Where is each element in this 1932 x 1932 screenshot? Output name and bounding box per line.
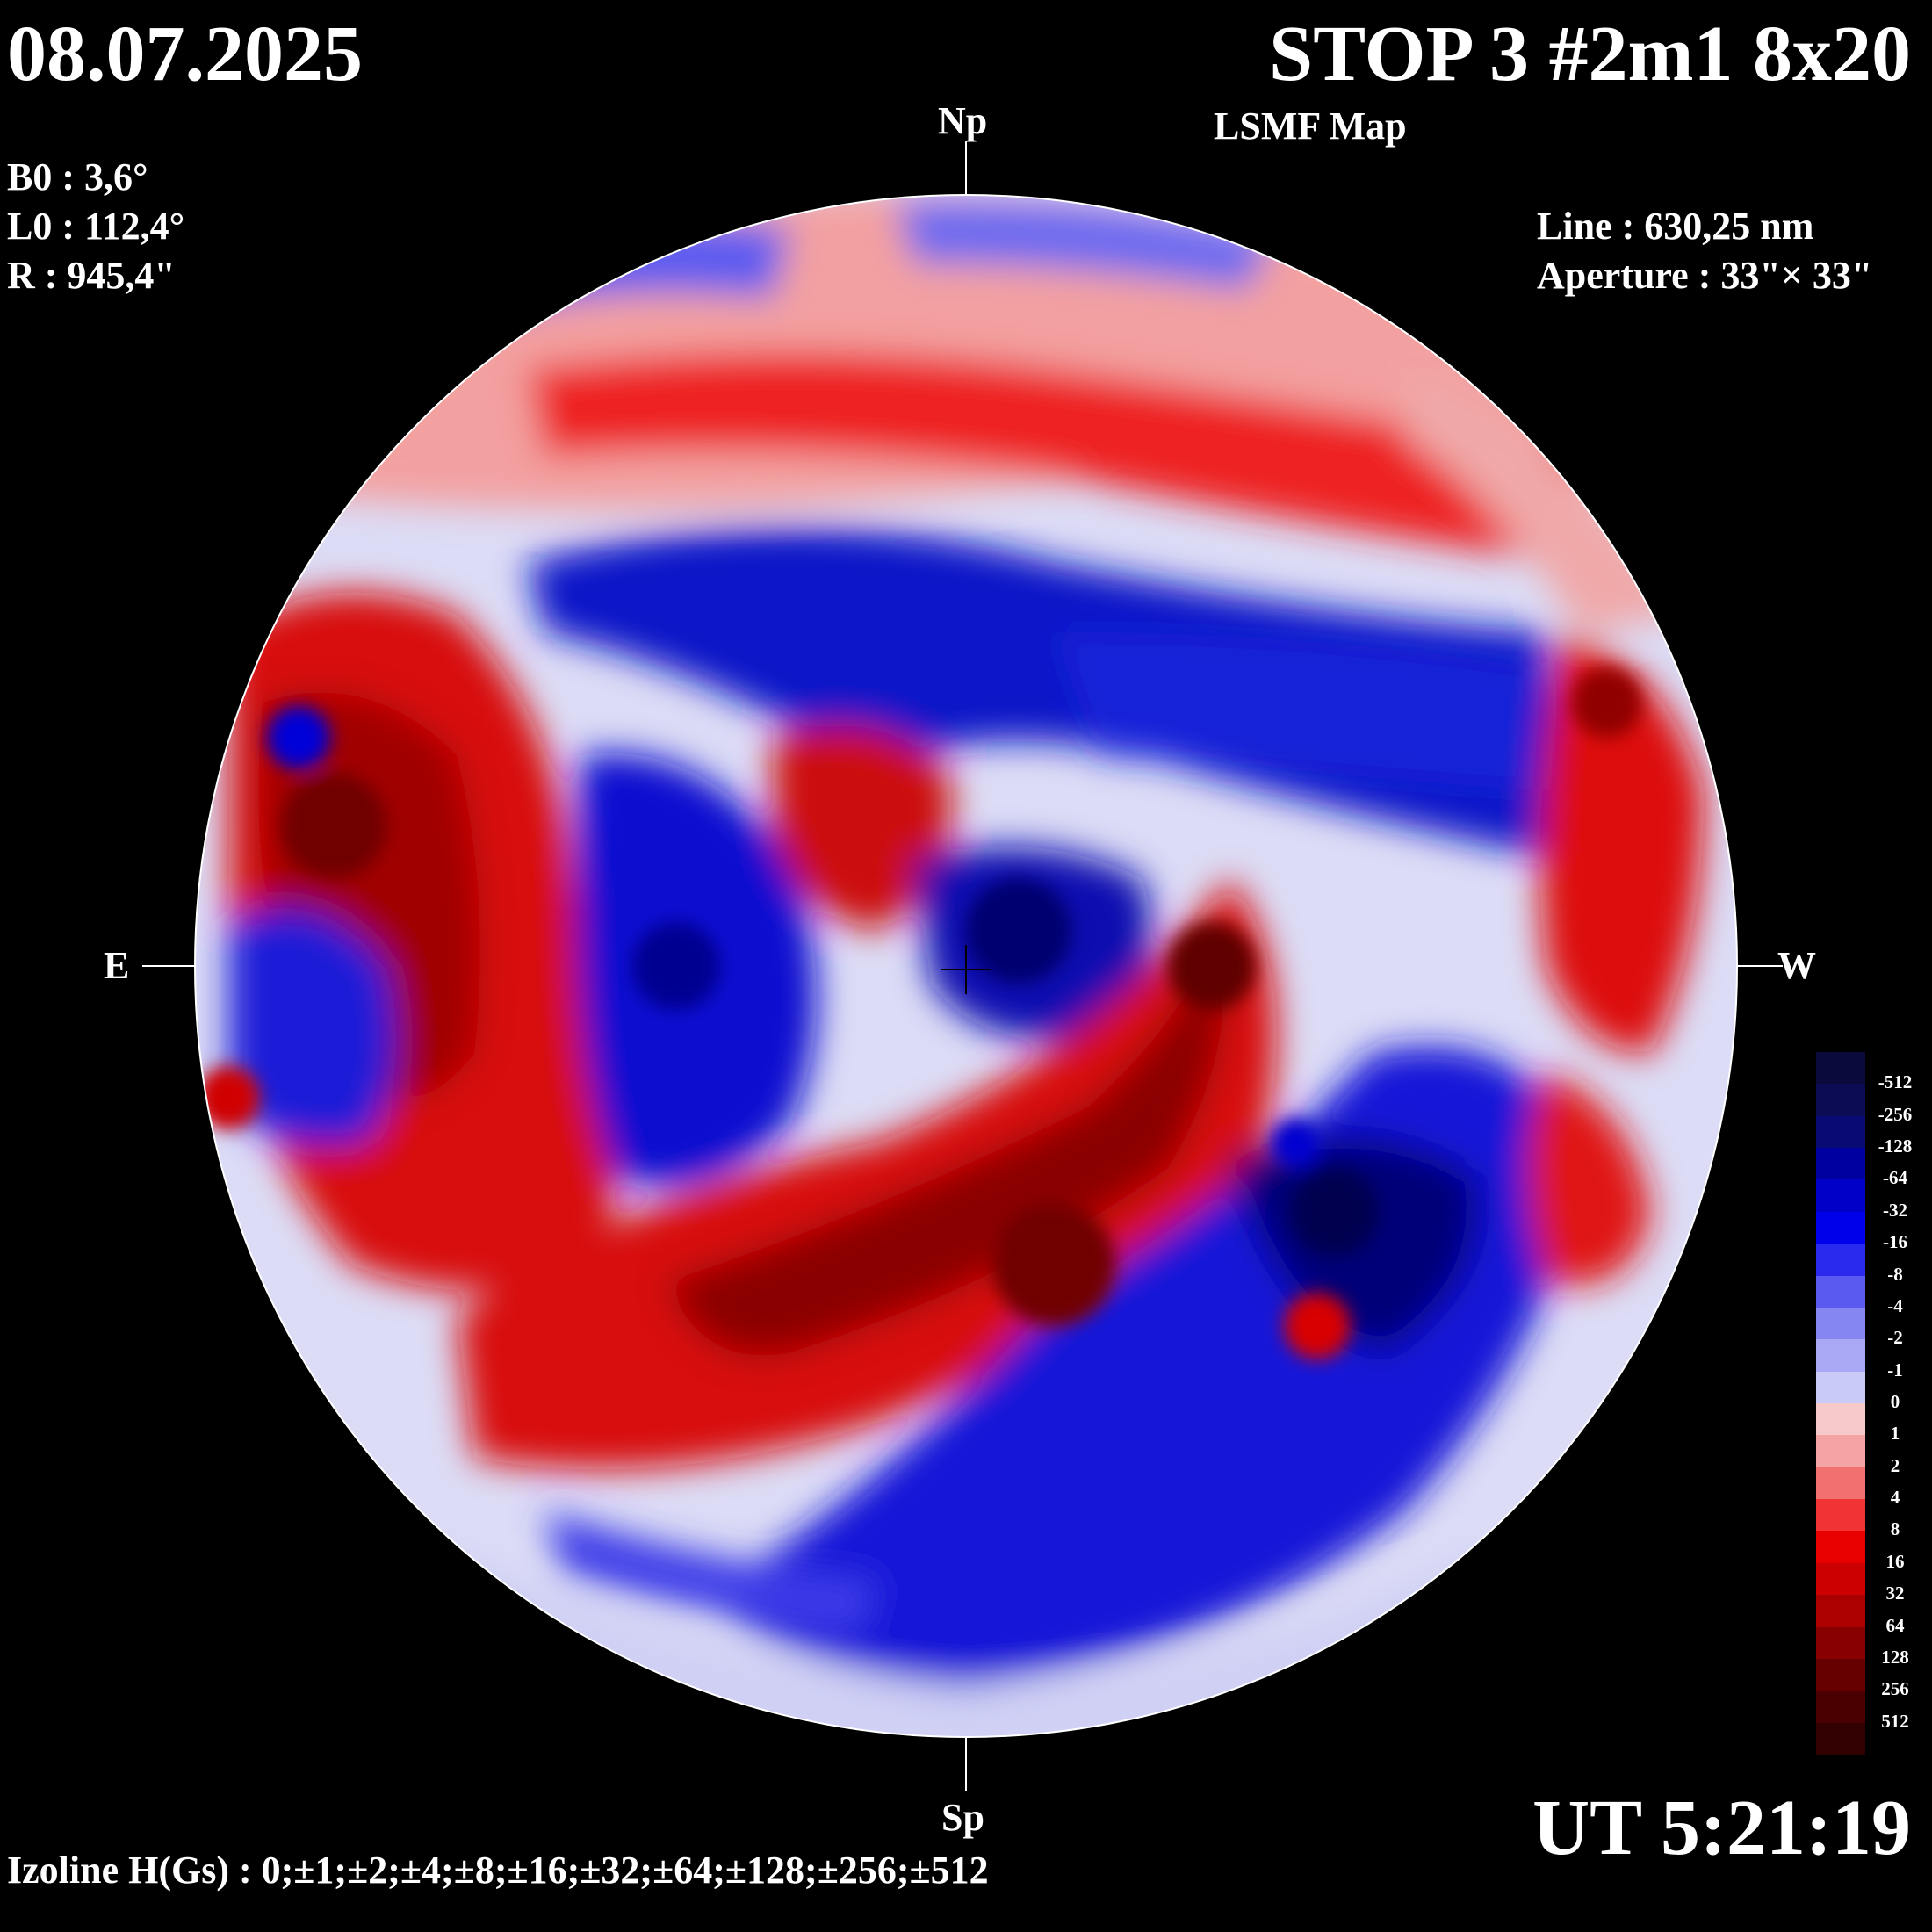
legend-label: 0: [1890, 1391, 1900, 1412]
east-label: E: [104, 944, 130, 987]
center-cross-icon: [941, 945, 991, 994]
legend-label: -1: [1887, 1359, 1903, 1381]
west-label: W: [1777, 944, 1816, 987]
legend-swatch: [1816, 1722, 1865, 1755]
spectral-line: Line : 630,25 nm: [1537, 205, 1814, 248]
legend-label: -16: [1883, 1231, 1907, 1253]
legend-label: -256: [1878, 1103, 1913, 1125]
legend-label: 2: [1890, 1454, 1900, 1476]
legend-swatch: [1816, 1531, 1865, 1564]
legend-label: 512: [1881, 1710, 1909, 1732]
legend-swatch: [1816, 1115, 1865, 1149]
legend-swatch: [1816, 1307, 1865, 1340]
legend-label: 8: [1890, 1518, 1900, 1540]
legend-swatch: [1816, 1275, 1865, 1308]
legend-swatch: [1816, 1690, 1865, 1724]
legend-label: 128: [1881, 1646, 1909, 1668]
legend-swatch: [1816, 1084, 1865, 1117]
observation-time: UT 5:21:19: [1532, 1784, 1911, 1871]
param-l0: L0 : 112,4°: [7, 205, 185, 248]
north-pole-label: Np: [938, 99, 988, 142]
legend-label: 256: [1881, 1678, 1909, 1700]
legend-label: -4: [1887, 1294, 1903, 1316]
south-pole-label: Sp: [941, 1796, 984, 1839]
axis-ticks: [142, 141, 1783, 1791]
legend-label: -64: [1883, 1167, 1907, 1189]
legend-label: -8: [1887, 1263, 1903, 1285]
legend-swatch: [1816, 1595, 1865, 1628]
legend-swatch: [1816, 1052, 1865, 1085]
legend-swatch: [1816, 1435, 1865, 1468]
map-subtitle: LSMF Map: [1214, 105, 1407, 148]
legend-swatch: [1816, 1339, 1865, 1373]
legend-swatch: [1816, 1562, 1865, 1596]
legend-swatch: [1816, 1148, 1865, 1181]
legend-swatch: [1816, 1467, 1865, 1500]
map-title: STOP 3 #2m1 8x20: [1269, 11, 1911, 97]
legend-swatch: [1816, 1244, 1865, 1277]
legend-label: 32: [1885, 1582, 1905, 1604]
legend-swatch: [1816, 1499, 1865, 1532]
legend-label: -2: [1887, 1327, 1903, 1349]
legend-label: 4: [1890, 1487, 1900, 1509]
legend-swatch: [1816, 1403, 1865, 1436]
legend-swatch: [1816, 1626, 1865, 1660]
legend-label: 16: [1885, 1550, 1905, 1572]
legend-label: -512: [1878, 1071, 1913, 1093]
legend-swatch: [1816, 1658, 1865, 1691]
legend-swatch: [1816, 1371, 1865, 1404]
param-radius: R : 945,4": [7, 254, 176, 297]
legend-label: 64: [1885, 1614, 1905, 1636]
aperture-size: Aperture : 33"× 33": [1537, 254, 1873, 297]
legend-swatch: [1816, 1179, 1865, 1213]
color-scale-legend: [1816, 1052, 1865, 1755]
observation-date: 08.07.2025: [7, 11, 363, 97]
legend-label: -32: [1883, 1199, 1907, 1221]
param-b0: B0 : 3,6°: [7, 155, 148, 198]
izoline-levels: Izoline H(Gs) : 0;±1;±2;±4;±8;±16;±32;±6…: [7, 1849, 989, 1892]
legend-label: 1: [1890, 1423, 1900, 1445]
legend-swatch: [1816, 1211, 1865, 1244]
legend-label: -128: [1878, 1135, 1913, 1157]
